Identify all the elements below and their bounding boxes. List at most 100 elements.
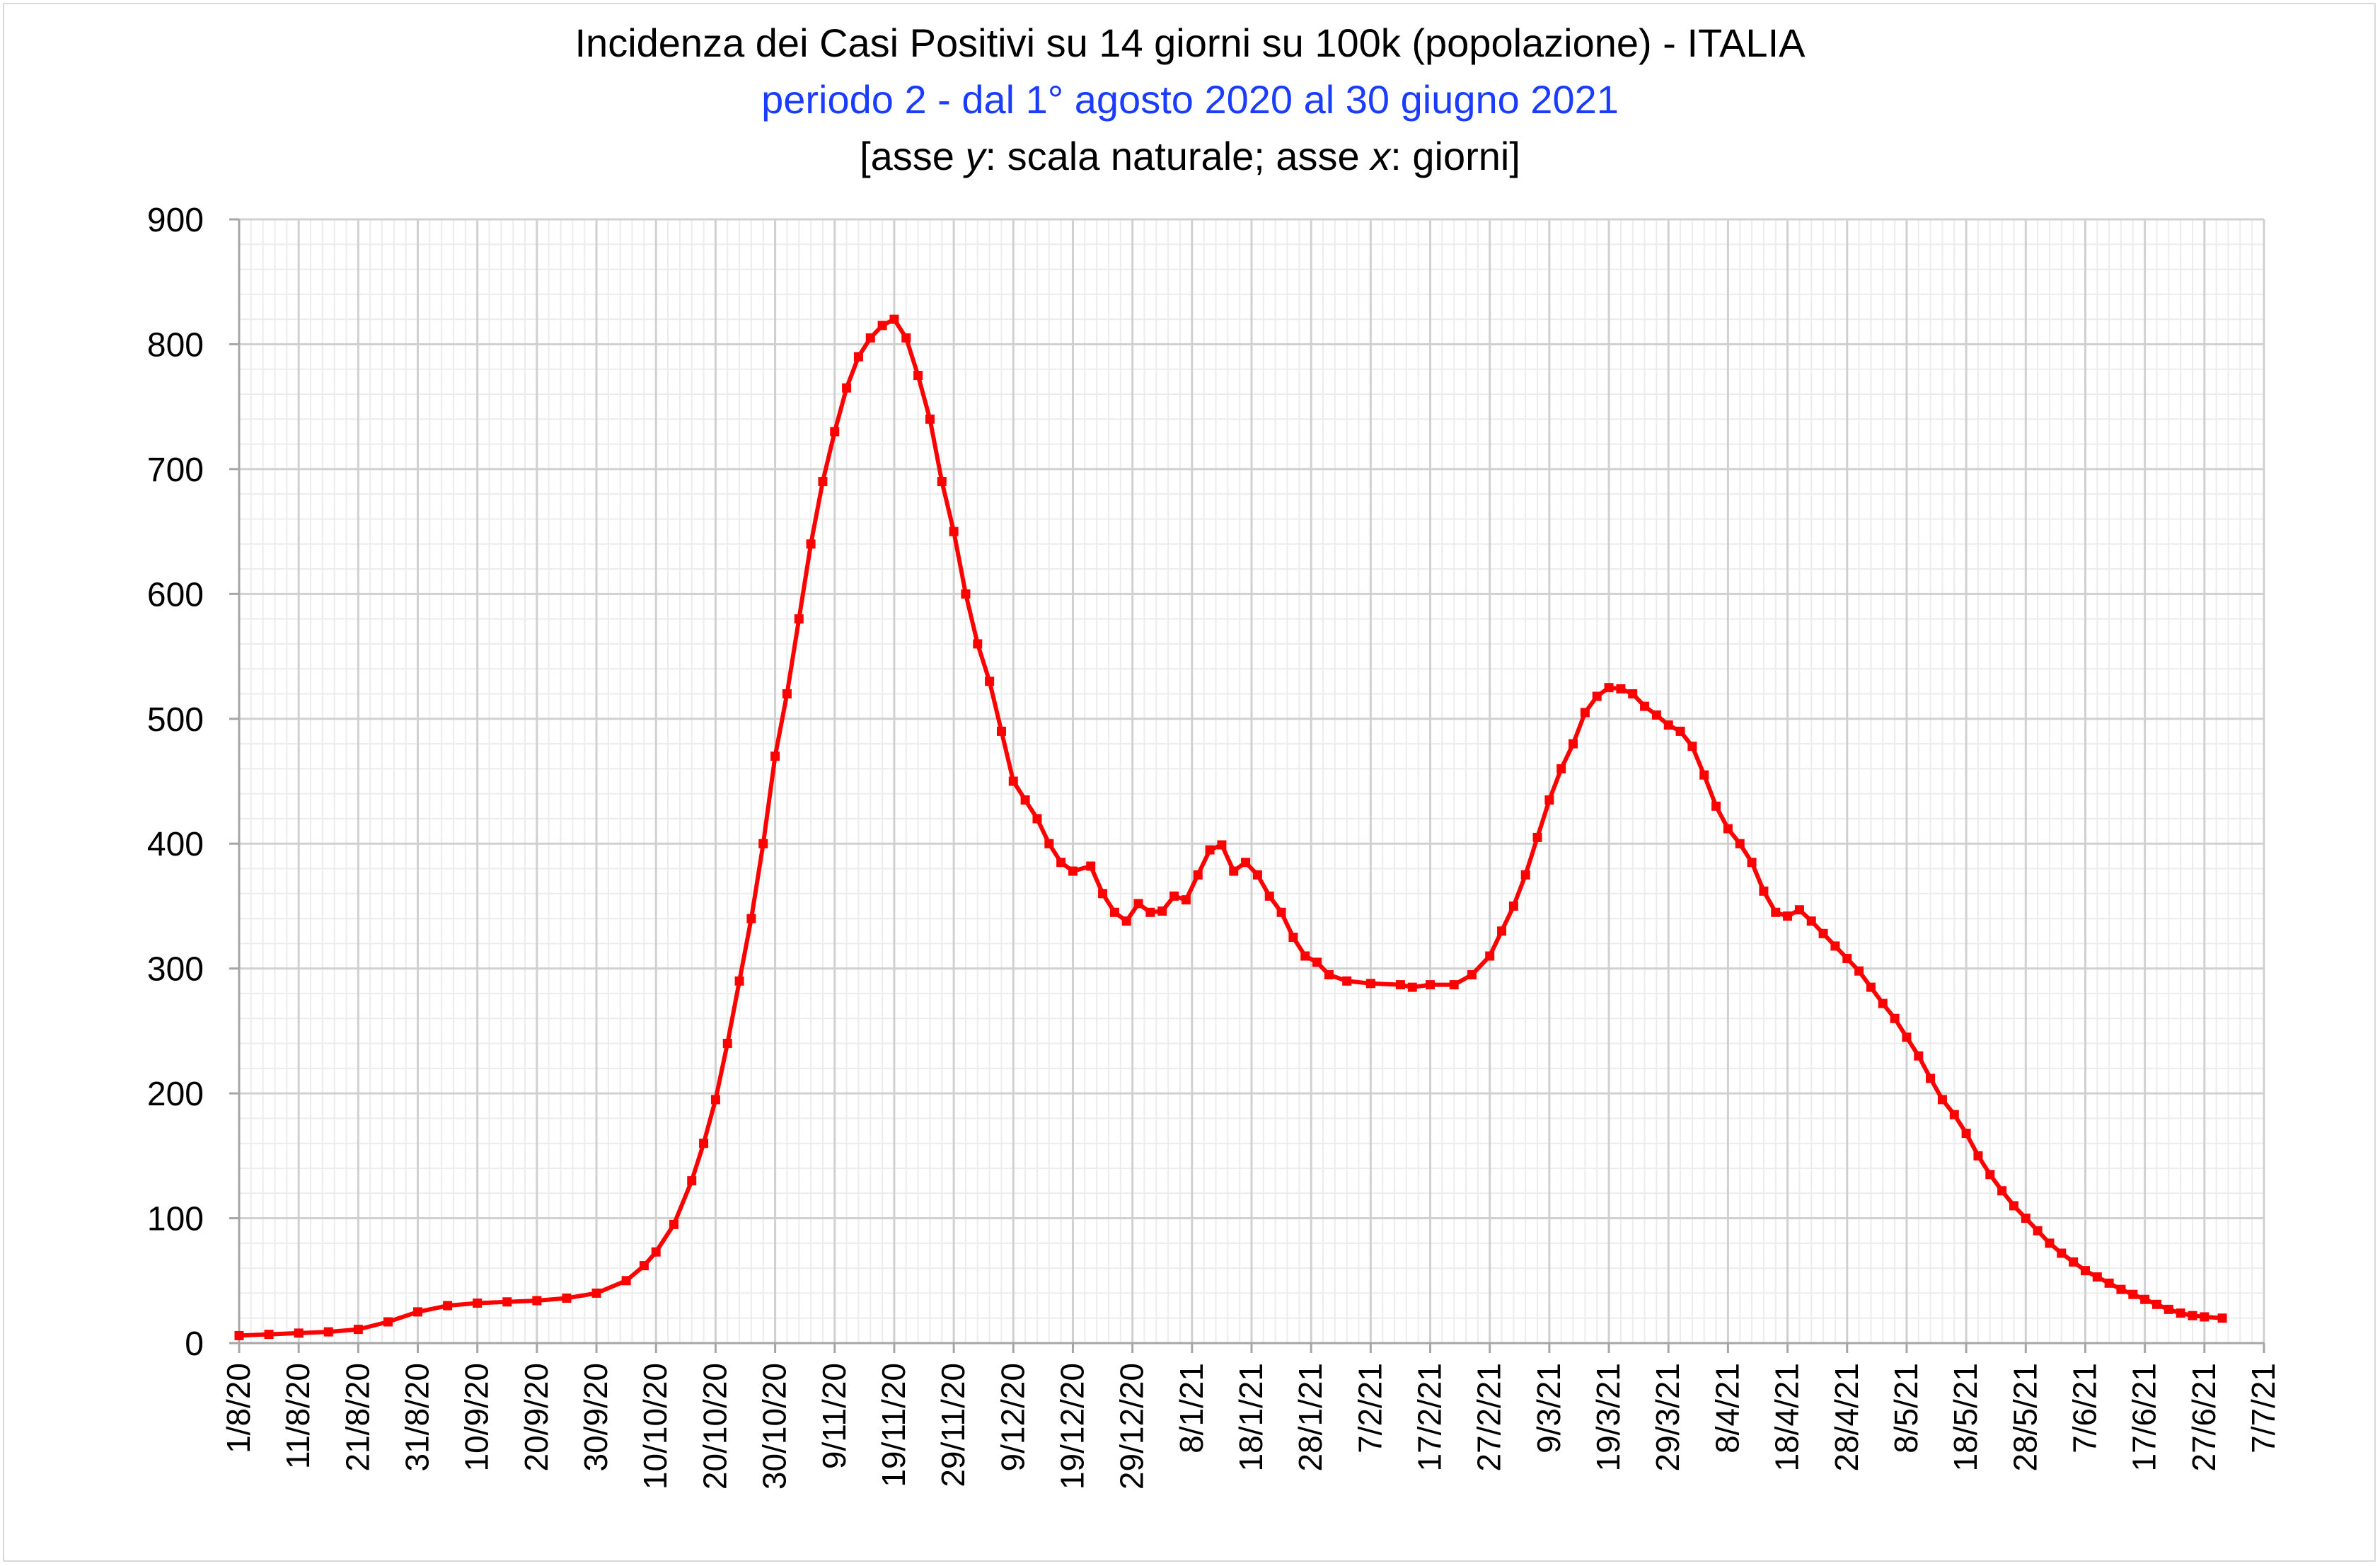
y-tick-label: 0 bbox=[185, 1325, 204, 1363]
data-point bbox=[925, 414, 935, 424]
data-point bbox=[1830, 941, 1840, 951]
chart-axis-note: [asse y: scala naturale; asse x: giorni] bbox=[0, 133, 2380, 180]
data-point bbox=[1902, 1032, 1912, 1042]
x-tick-label: 18/1/21 bbox=[1232, 1363, 1269, 1471]
data-point bbox=[1145, 907, 1155, 917]
data-point bbox=[1866, 982, 1876, 992]
x-tick-label: 8/4/21 bbox=[1709, 1363, 1745, 1453]
data-point bbox=[2188, 1311, 2197, 1320]
data-point bbox=[1181, 895, 1191, 905]
data-point bbox=[1044, 839, 1054, 848]
x-tick-label: 19/11/20 bbox=[875, 1363, 912, 1487]
data-point bbox=[1008, 776, 1018, 786]
data-point bbox=[1926, 1073, 1936, 1083]
series-layer bbox=[234, 314, 2227, 1340]
data-point bbox=[1426, 980, 1435, 990]
x-tick-label: 19/3/21 bbox=[1590, 1363, 1627, 1471]
data-point bbox=[1193, 870, 1203, 880]
data-point bbox=[383, 1317, 393, 1327]
axis-note-x: x bbox=[1370, 134, 1391, 178]
data-point bbox=[502, 1297, 512, 1307]
x-tick-label: 8/1/21 bbox=[1173, 1363, 1210, 1453]
data-point bbox=[2217, 1313, 2227, 1323]
data-point bbox=[1288, 933, 1298, 943]
data-point bbox=[1949, 1110, 1959, 1119]
data-point bbox=[1687, 742, 1697, 752]
data-point bbox=[937, 477, 947, 487]
data-point bbox=[830, 427, 840, 437]
data-point bbox=[1068, 866, 1078, 876]
x-tick-label: 27/2/21 bbox=[1471, 1363, 1508, 1471]
data-point bbox=[687, 1176, 697, 1186]
axis-note-part: : scala naturale; asse bbox=[985, 134, 1371, 178]
data-point bbox=[1783, 911, 1793, 921]
data-point bbox=[1276, 907, 1286, 917]
data-point bbox=[1651, 710, 1661, 720]
data-point bbox=[1973, 1151, 1983, 1161]
data-point bbox=[2009, 1201, 2018, 1211]
data-point bbox=[1544, 795, 1554, 805]
data-point bbox=[1157, 906, 1167, 916]
axes bbox=[229, 218, 2265, 1353]
data-point bbox=[1365, 979, 1375, 989]
data-point bbox=[2128, 1289, 2138, 1299]
x-tick-label: 11/8/20 bbox=[279, 1363, 316, 1469]
data-point bbox=[1324, 969, 1334, 979]
data-point bbox=[323, 1327, 333, 1337]
x-tick-label: 7/7/21 bbox=[2245, 1363, 2282, 1453]
data-point bbox=[913, 371, 923, 381]
data-point bbox=[806, 539, 816, 549]
data-point bbox=[1086, 861, 1096, 871]
x-tick-label: 7/2/21 bbox=[1351, 1363, 1388, 1453]
data-point bbox=[1723, 824, 1733, 834]
data-point bbox=[2045, 1238, 2055, 1248]
data-point bbox=[1961, 1129, 1971, 1139]
data-point bbox=[1508, 901, 1518, 911]
data-point bbox=[722, 1039, 732, 1049]
x-tick-label: 19/12/20 bbox=[1053, 1363, 1090, 1490]
data-point bbox=[2080, 1266, 2090, 1276]
data-point bbox=[758, 839, 768, 848]
data-point bbox=[651, 1247, 661, 1257]
data-point bbox=[669, 1219, 678, 1229]
data-point bbox=[2164, 1304, 2173, 1314]
x-tick-label: 21/8/20 bbox=[339, 1363, 376, 1471]
chart-frame bbox=[3, 3, 2376, 1562]
data-point bbox=[562, 1293, 572, 1303]
x-tick-label: 28/4/21 bbox=[1828, 1363, 1865, 1471]
data-point bbox=[770, 752, 780, 761]
x-tick-label: 7/6/21 bbox=[2066, 1363, 2103, 1453]
data-point bbox=[973, 639, 983, 649]
data-point bbox=[1217, 840, 1227, 850]
data-point bbox=[1342, 976, 1352, 986]
data-point bbox=[1121, 916, 1131, 926]
data-point bbox=[234, 1330, 244, 1340]
y-tick-label: 300 bbox=[147, 951, 204, 989]
data-point bbox=[1592, 691, 1602, 701]
data-point bbox=[1580, 708, 1590, 718]
major-gridlines bbox=[238, 218, 2265, 1345]
x-tick-label: 17/6/21 bbox=[2126, 1363, 2163, 1471]
data-point bbox=[1300, 951, 1310, 961]
data-point bbox=[794, 614, 804, 624]
data-point bbox=[1735, 839, 1745, 848]
data-point bbox=[996, 726, 1006, 736]
data-point bbox=[1205, 845, 1215, 855]
data-point bbox=[901, 333, 911, 343]
data-point bbox=[961, 589, 971, 599]
data-point bbox=[1794, 905, 1804, 915]
y-tick-label: 800 bbox=[147, 326, 204, 364]
data-point bbox=[2176, 1308, 2185, 1318]
data-point bbox=[1395, 980, 1405, 990]
data-point bbox=[746, 914, 756, 923]
data-point bbox=[2057, 1248, 2067, 1258]
y-tick-labels: 0 100 200 300 400 500 600 700 800 900 bbox=[147, 202, 204, 1363]
data-point bbox=[1056, 858, 1066, 868]
data-point bbox=[1890, 1013, 1900, 1023]
data-point bbox=[1818, 928, 1828, 938]
data-point bbox=[1449, 980, 1459, 990]
data-point bbox=[473, 1299, 483, 1308]
axis-note-y: y bbox=[965, 134, 986, 178]
data-point bbox=[1747, 858, 1757, 868]
data-point bbox=[1711, 801, 1721, 811]
